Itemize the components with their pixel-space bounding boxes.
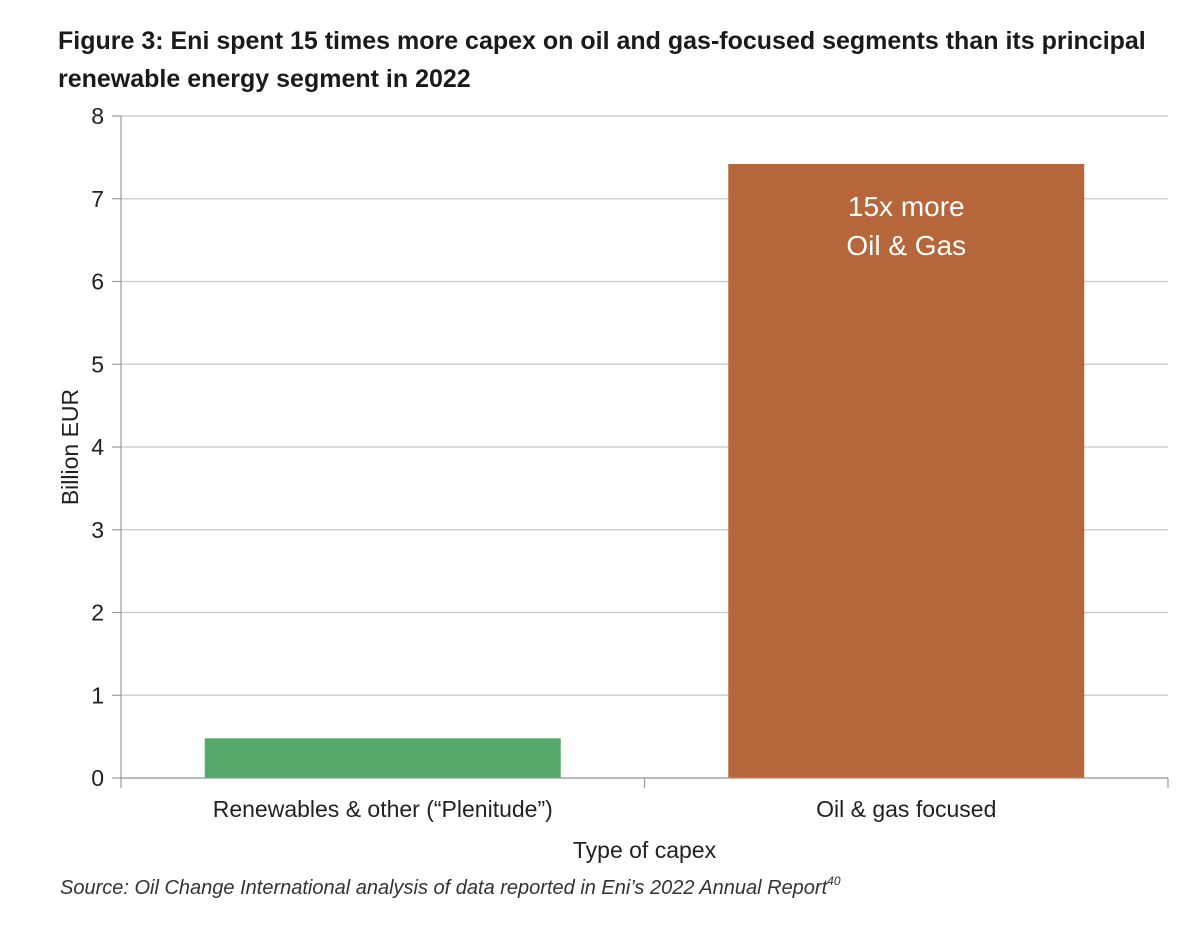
y-tick-label: 4 [91, 434, 104, 460]
y-tick-label: 3 [91, 517, 104, 543]
x-axis-title: Type of capex [573, 837, 717, 863]
source-superscript: 40 [827, 874, 841, 888]
labels: 0 1 2 3 4 5 6 7 8 Renewables & other (“Plenitude”… [57, 103, 996, 863]
source-note: Source: Oil Change International analysi… [60, 874, 841, 900]
y-tick-label: 1 [91, 682, 104, 708]
figure-title: Figure 3: Eni spent 15 times more capex … [58, 27, 1146, 93]
x-tick-label: Oil & gas focused [816, 796, 996, 822]
y-tick-label: 0 [91, 765, 104, 791]
bar [728, 163, 1085, 778]
y-tick-label: 2 [91, 600, 104, 626]
bar-chart: 0 1 2 3 4 5 6 7 8 Renewables & other (“Plenitude”… [57, 103, 1169, 863]
bar-annotation: Oil & Gas [846, 230, 966, 261]
y-tick-label: 6 [91, 269, 104, 295]
y-tick-label: 8 [91, 103, 104, 129]
y-tick-label: 5 [91, 351, 104, 377]
axes [112, 115, 1169, 788]
y-axis-title: Billion EUR [57, 389, 83, 505]
bars [204, 163, 1085, 778]
bar [204, 738, 561, 778]
bar-annotation: 15x more [848, 191, 965, 222]
y-tick-label: 7 [91, 186, 104, 212]
x-tick-label: Renewables & other (“Plenitude”) [213, 796, 553, 822]
source-text: Source: Oil Change International analysi… [60, 877, 828, 899]
